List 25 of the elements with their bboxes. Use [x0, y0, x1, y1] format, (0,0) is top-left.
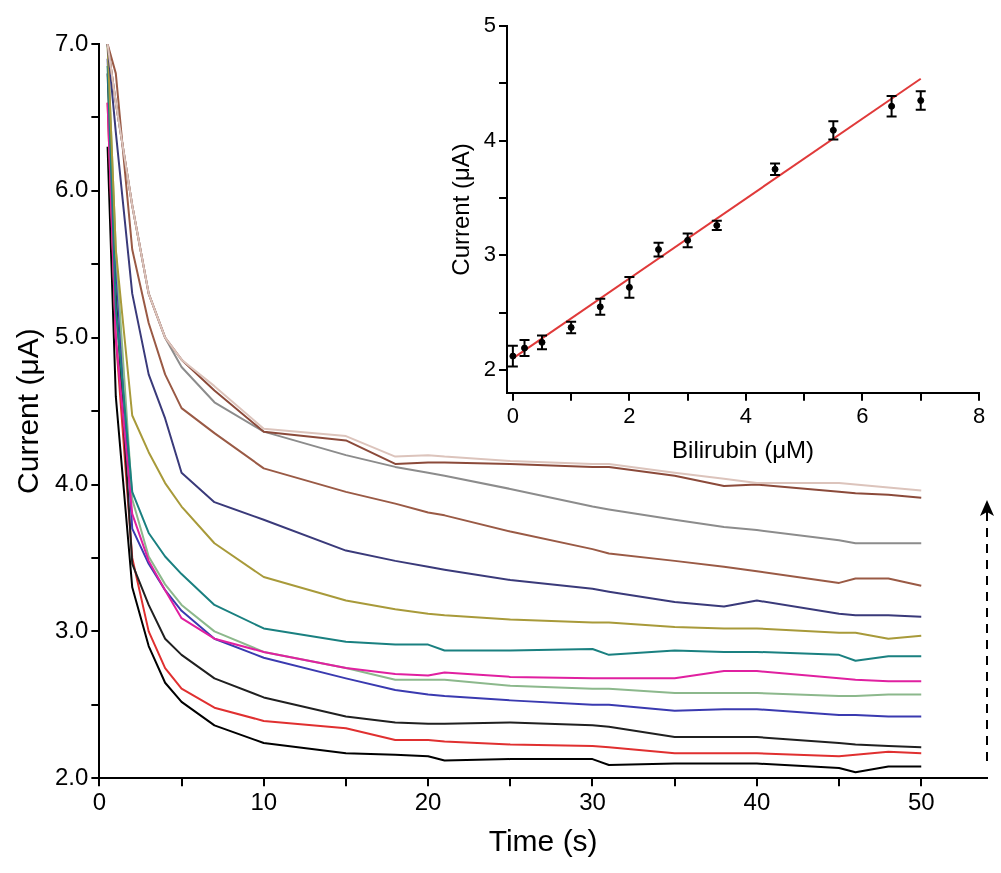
x-axis-title: Bilirubin (μM)	[672, 436, 814, 464]
x-tick-label: 8	[972, 403, 986, 429]
y-tick-label: 2	[483, 355, 497, 381]
x-tick-label: 20	[414, 788, 442, 816]
y-tick-label: 4.0	[54, 469, 89, 497]
x-tick-label: 30	[579, 788, 606, 816]
y-tick-label: 5.0	[54, 322, 89, 350]
y-tick-label: 6.0	[54, 175, 89, 203]
x-tick-label: 40	[743, 788, 771, 816]
y-axis-title: Current (μA)	[447, 143, 475, 276]
x-tick-label: 50	[907, 788, 935, 816]
x-tick-label: 4	[739, 403, 753, 429]
y-tick-label: 2.0	[54, 762, 89, 790]
x-axis-title: Time (s)	[488, 824, 598, 858]
x-tick-label: 6	[856, 403, 869, 429]
y-tick-label: 3.0	[54, 615, 89, 643]
y-tick-label: 4	[483, 126, 497, 152]
y-tick-label: 3	[483, 241, 497, 267]
y-tick-label: 5	[483, 12, 497, 38]
y-tick-label: 7.0	[54, 28, 89, 56]
x-tick-label: 0	[506, 403, 519, 429]
x-tick-label: 10	[250, 788, 278, 816]
x-tick-label: 0	[92, 788, 107, 816]
y-axis-title: Current (μA)	[11, 328, 45, 494]
x-tick-label: 2	[623, 403, 636, 429]
